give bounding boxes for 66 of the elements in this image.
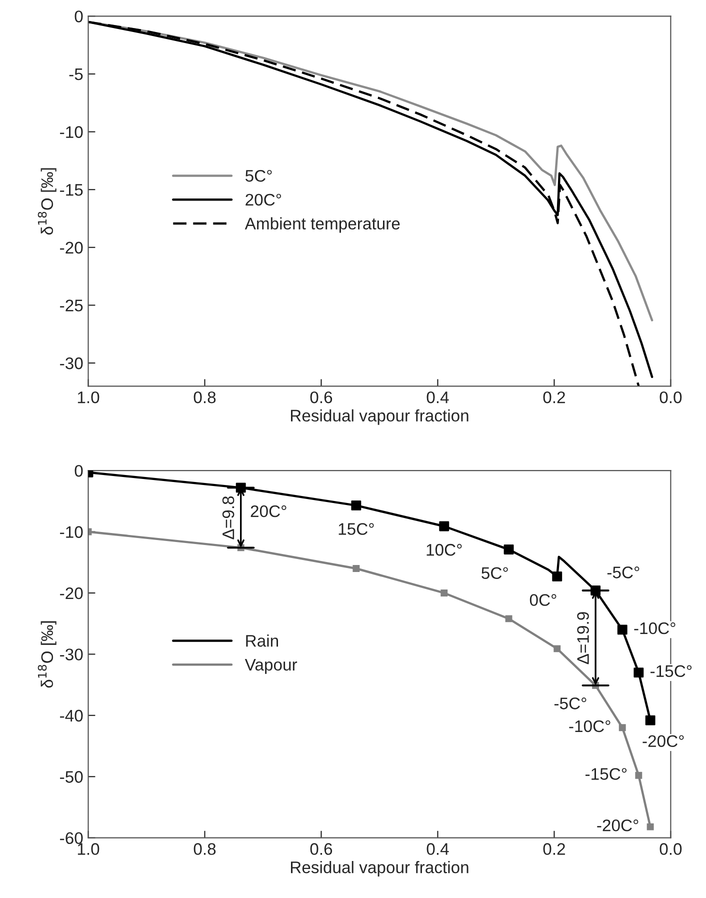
point bbox=[634, 668, 644, 678]
y-tick-label: -30 bbox=[60, 648, 83, 660]
y-tick-label: -60 bbox=[60, 832, 83, 844]
x-tick-label: 0.0 bbox=[660, 391, 682, 404]
y-tick-label: -10 bbox=[60, 526, 83, 538]
annotation: 5C° bbox=[482, 567, 508, 579]
x-tick-label: 0.2 bbox=[543, 843, 565, 855]
annotation: -5C° bbox=[554, 698, 586, 710]
x-tick-label: 0.4 bbox=[426, 391, 449, 404]
point bbox=[554, 645, 561, 652]
annotation: -15C° bbox=[650, 665, 692, 678]
point bbox=[352, 565, 360, 572]
annotation: 0C° bbox=[530, 594, 556, 606]
point bbox=[236, 482, 246, 493]
point bbox=[439, 521, 450, 532]
annotation: -15C° bbox=[586, 768, 627, 780]
point bbox=[617, 624, 628, 635]
annotation: -5C° bbox=[607, 566, 640, 578]
y-tick-label: -25 bbox=[60, 300, 83, 312]
legend-label: Rain bbox=[246, 634, 278, 647]
point bbox=[635, 772, 642, 779]
y-tick-label: -20 bbox=[60, 242, 83, 254]
annotation: -10C° bbox=[569, 720, 610, 732]
y-tick-label: -30 bbox=[60, 357, 83, 370]
y-axis-title: δ$^{18}$O [‰] bbox=[38, 621, 56, 688]
x-tick-label: 0.2 bbox=[543, 391, 565, 404]
annotation: -10C° bbox=[634, 622, 676, 634]
point bbox=[590, 586, 601, 596]
y-tick-label: 0 bbox=[74, 10, 83, 22]
y-tick-label: -5 bbox=[69, 68, 83, 80]
legend-label: Vapour bbox=[244, 658, 298, 674]
annotation: Δ=9.8 bbox=[222, 496, 234, 540]
x-tick-label: 0.8 bbox=[194, 391, 216, 404]
annotation: 10C° bbox=[426, 544, 462, 556]
x-axis-title: Residual vapour fraction bbox=[290, 409, 468, 425]
x-tick-label: 1.0 bbox=[78, 843, 100, 855]
y-tick-label: -10 bbox=[60, 126, 83, 138]
point bbox=[440, 590, 448, 596]
y-tick-label: -50 bbox=[60, 771, 83, 783]
y-tick-label: -20 bbox=[60, 587, 83, 600]
x-tick-label: 0.4 bbox=[426, 843, 449, 855]
point bbox=[645, 715, 656, 726]
point bbox=[618, 724, 626, 732]
legend-label: 5C° bbox=[245, 170, 272, 182]
x-tick-label: 0.6 bbox=[310, 843, 332, 855]
annotation: 15C° bbox=[338, 523, 374, 535]
x-tick-label: 1.0 bbox=[78, 391, 100, 404]
x-tick-label: 0.8 bbox=[194, 843, 216, 855]
annotation: Δ=19.9 bbox=[577, 612, 589, 664]
point bbox=[504, 544, 514, 554]
annotation: 20C° bbox=[250, 505, 286, 518]
point bbox=[351, 500, 362, 510]
y-tick-label: -15 bbox=[60, 184, 83, 196]
x-axis-title: Residual vapour fraction bbox=[290, 861, 468, 877]
y-tick-label: -40 bbox=[60, 710, 83, 722]
point bbox=[505, 615, 512, 622]
y-axis-title: δ$^{18}$O [‰] bbox=[38, 168, 56, 235]
y-tick-label: 0 bbox=[74, 464, 83, 477]
legend-label: Ambient temperature bbox=[244, 217, 400, 233]
point bbox=[552, 571, 562, 582]
point bbox=[646, 823, 654, 830]
annotation: -20C° bbox=[597, 819, 638, 832]
legend-label: 20C° bbox=[246, 194, 282, 206]
x-tick-label: 0.6 bbox=[310, 391, 332, 404]
x-tick-label: 0.0 bbox=[660, 843, 682, 855]
annotation: -20C° bbox=[642, 735, 684, 747]
